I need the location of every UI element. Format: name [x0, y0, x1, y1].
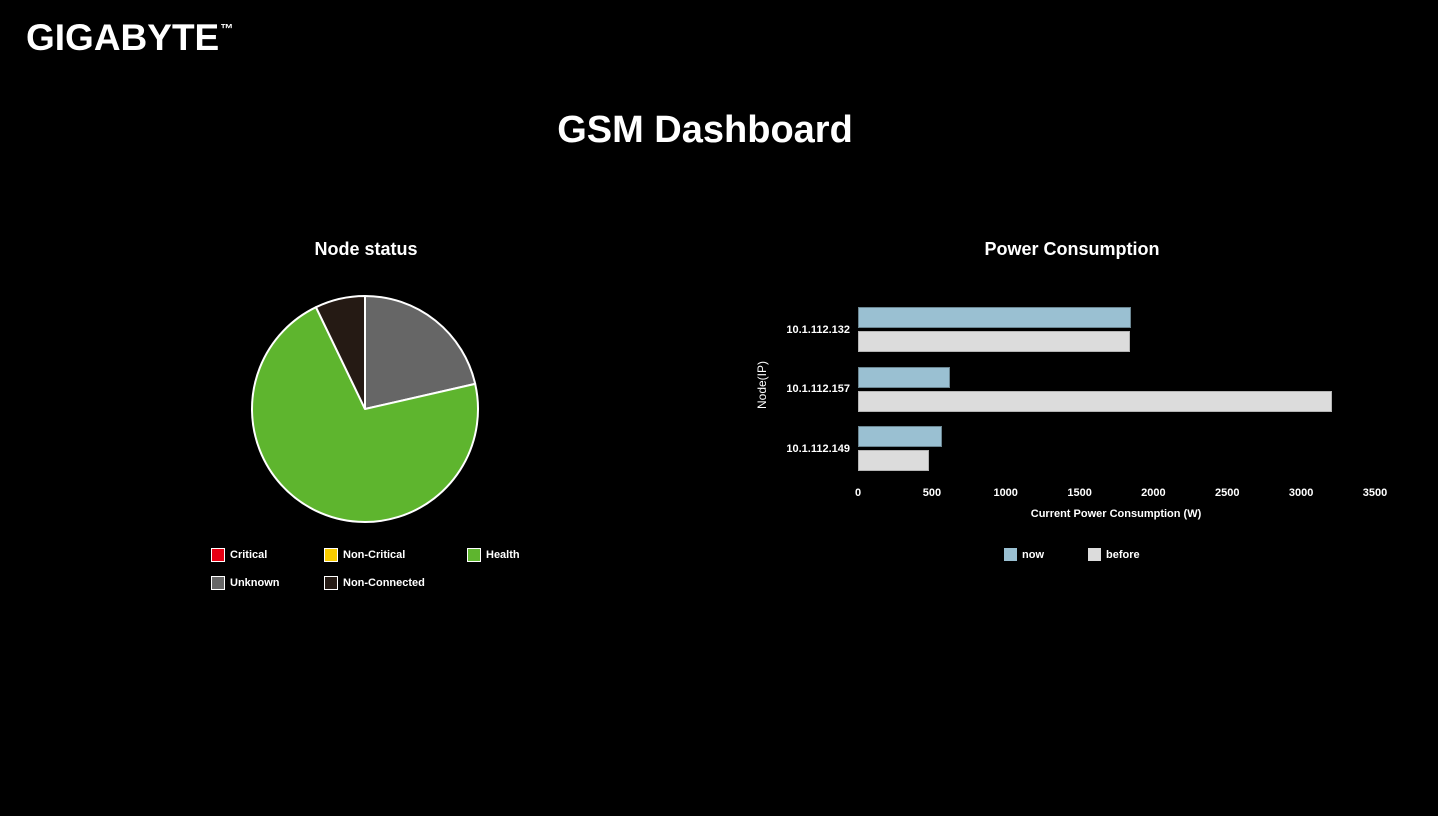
legend-item-non-connected[interactable]: Non-Connected	[324, 576, 467, 590]
node-status-legend: Critical Non-Critical Health Unknown Non-Con…	[211, 548, 520, 604]
legend-label-critical: Critical	[230, 549, 268, 561]
trademark-symbol: ™	[220, 21, 234, 36]
bar-now-10-1-112-157[interactable]	[858, 366, 951, 388]
legend-swatch-non-critical	[324, 548, 338, 562]
x-tick-2000: 2000	[1141, 487, 1166, 499]
bar-now-10-1-112-149[interactable]	[858, 426, 943, 447]
legend-swatch-before	[1088, 548, 1101, 561]
bar-before-10-1-112-157[interactable]	[858, 390, 1333, 412]
power-chart-title: Power Consumption	[984, 239, 1160, 259]
legend-swatch-critical	[211, 548, 225, 562]
category-label-10-1-112-157: 10.1.112.157	[786, 383, 850, 396]
legend-swatch-unknown	[211, 576, 225, 590]
x-axis-label: Current Power Consumption (W)	[1030, 508, 1202, 520]
legend-label-non-connected: Non-Connected	[343, 577, 425, 589]
legend-item-non-critical[interactable]: Non-Critical	[324, 548, 467, 562]
page-title: GSM Dashboard	[557, 109, 853, 151]
legend-item-now[interactable]: now	[1004, 548, 1044, 562]
gigabyte-logo-text: GIGABYTE	[26, 17, 220, 58]
bar-before-10-1-112-132[interactable]	[858, 331, 1130, 353]
category-label-10-1-112-132: 10.1.112.132	[786, 323, 850, 336]
legend-label-now: now	[1022, 549, 1044, 561]
legend-label-health: Health	[486, 549, 520, 561]
x-tick-1000: 1000	[993, 487, 1018, 499]
x-tick-3000: 3000	[1288, 487, 1314, 499]
y-axis-label: Node(IP)	[755, 360, 769, 410]
x-tick-3500: 3500	[1362, 487, 1388, 499]
legend-item-health[interactable]: Health	[467, 548, 520, 562]
gigabyte-logo: GIGABYTE™	[26, 17, 234, 58]
pie-slice-non-connected[interactable]	[314, 295, 366, 410]
legend-label-unknown: Unknown	[230, 577, 280, 589]
legend-swatch-health	[467, 548, 481, 562]
legend-label-non-critical: Non-Critical	[343, 549, 406, 561]
x-tick-2500: 2500	[1215, 487, 1240, 499]
x-tick-1500: 1500	[1067, 487, 1092, 499]
legend-swatch-now	[1004, 548, 1017, 561]
pie-slice-unknown[interactable]	[364, 295, 477, 410]
node-status-pie-chart	[251, 295, 479, 523]
legend-item-critical[interactable]: Critical	[211, 548, 324, 562]
legend-item-before[interactable]: before	[1088, 548, 1140, 562]
x-tick-500: 500	[922, 487, 942, 499]
legend-label-before: before	[1106, 549, 1140, 561]
category-label-10-1-112-149: 10.1.112.149	[786, 442, 850, 455]
x-tick-0: 0	[854, 487, 862, 499]
node-status-chart-title: Node status	[314, 239, 418, 259]
legend-swatch-non-connected	[324, 576, 338, 590]
bar-now-10-1-112-132[interactable]	[858, 307, 1132, 328]
pie-slice-health[interactable]	[251, 306, 479, 523]
power-legend: now before	[1004, 548, 1140, 562]
bar-before-10-1-112-149[interactable]	[858, 450, 929, 472]
legend-item-unknown[interactable]: Unknown	[211, 576, 324, 590]
